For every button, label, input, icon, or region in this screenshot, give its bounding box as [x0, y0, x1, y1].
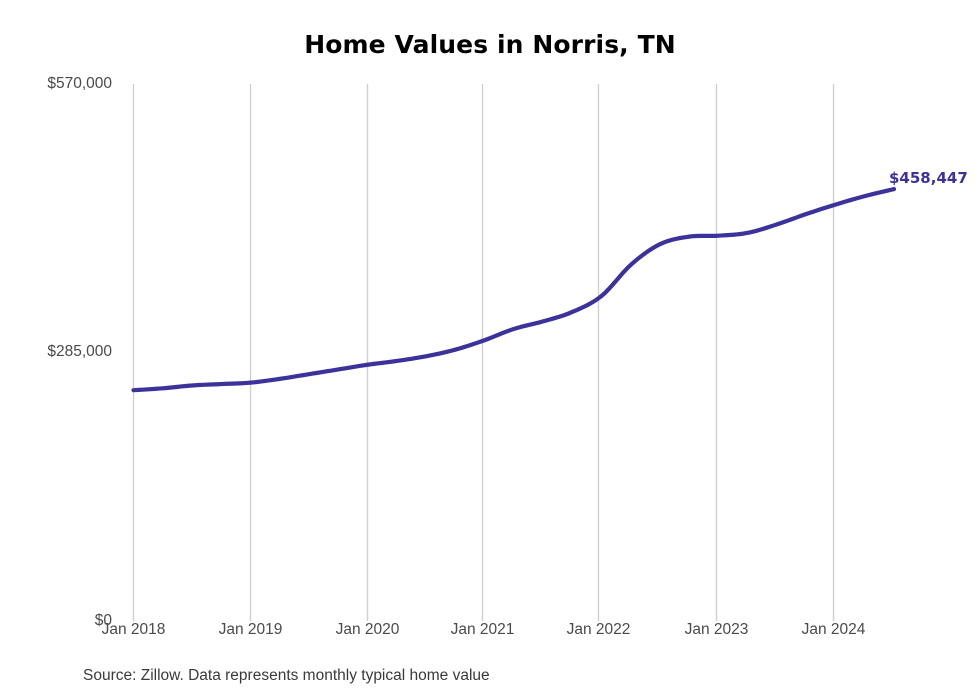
chart-title: Home Values in Norris, TN	[304, 30, 676, 59]
x-tick-jan-2022: Jan 2022	[566, 621, 631, 638]
x-tick-jan-2018: Jan 2018	[101, 621, 166, 638]
home-value-line	[131, 186, 897, 393]
x-tick-jan-2023: Jan 2023	[684, 621, 749, 638]
source-note: Source: Zillow. Data represents monthly …	[83, 667, 490, 684]
end-value-annotation: $458,447	[889, 169, 968, 187]
x-tick-jan-2024: Jan 2024	[801, 621, 866, 638]
x-tick-jan-2020: Jan 2020	[335, 621, 400, 638]
x-tick-jan-2021: Jan 2021	[450, 621, 515, 638]
gridlines	[132, 84, 835, 621]
x-tick-jan-2019: Jan 2019	[218, 621, 283, 638]
